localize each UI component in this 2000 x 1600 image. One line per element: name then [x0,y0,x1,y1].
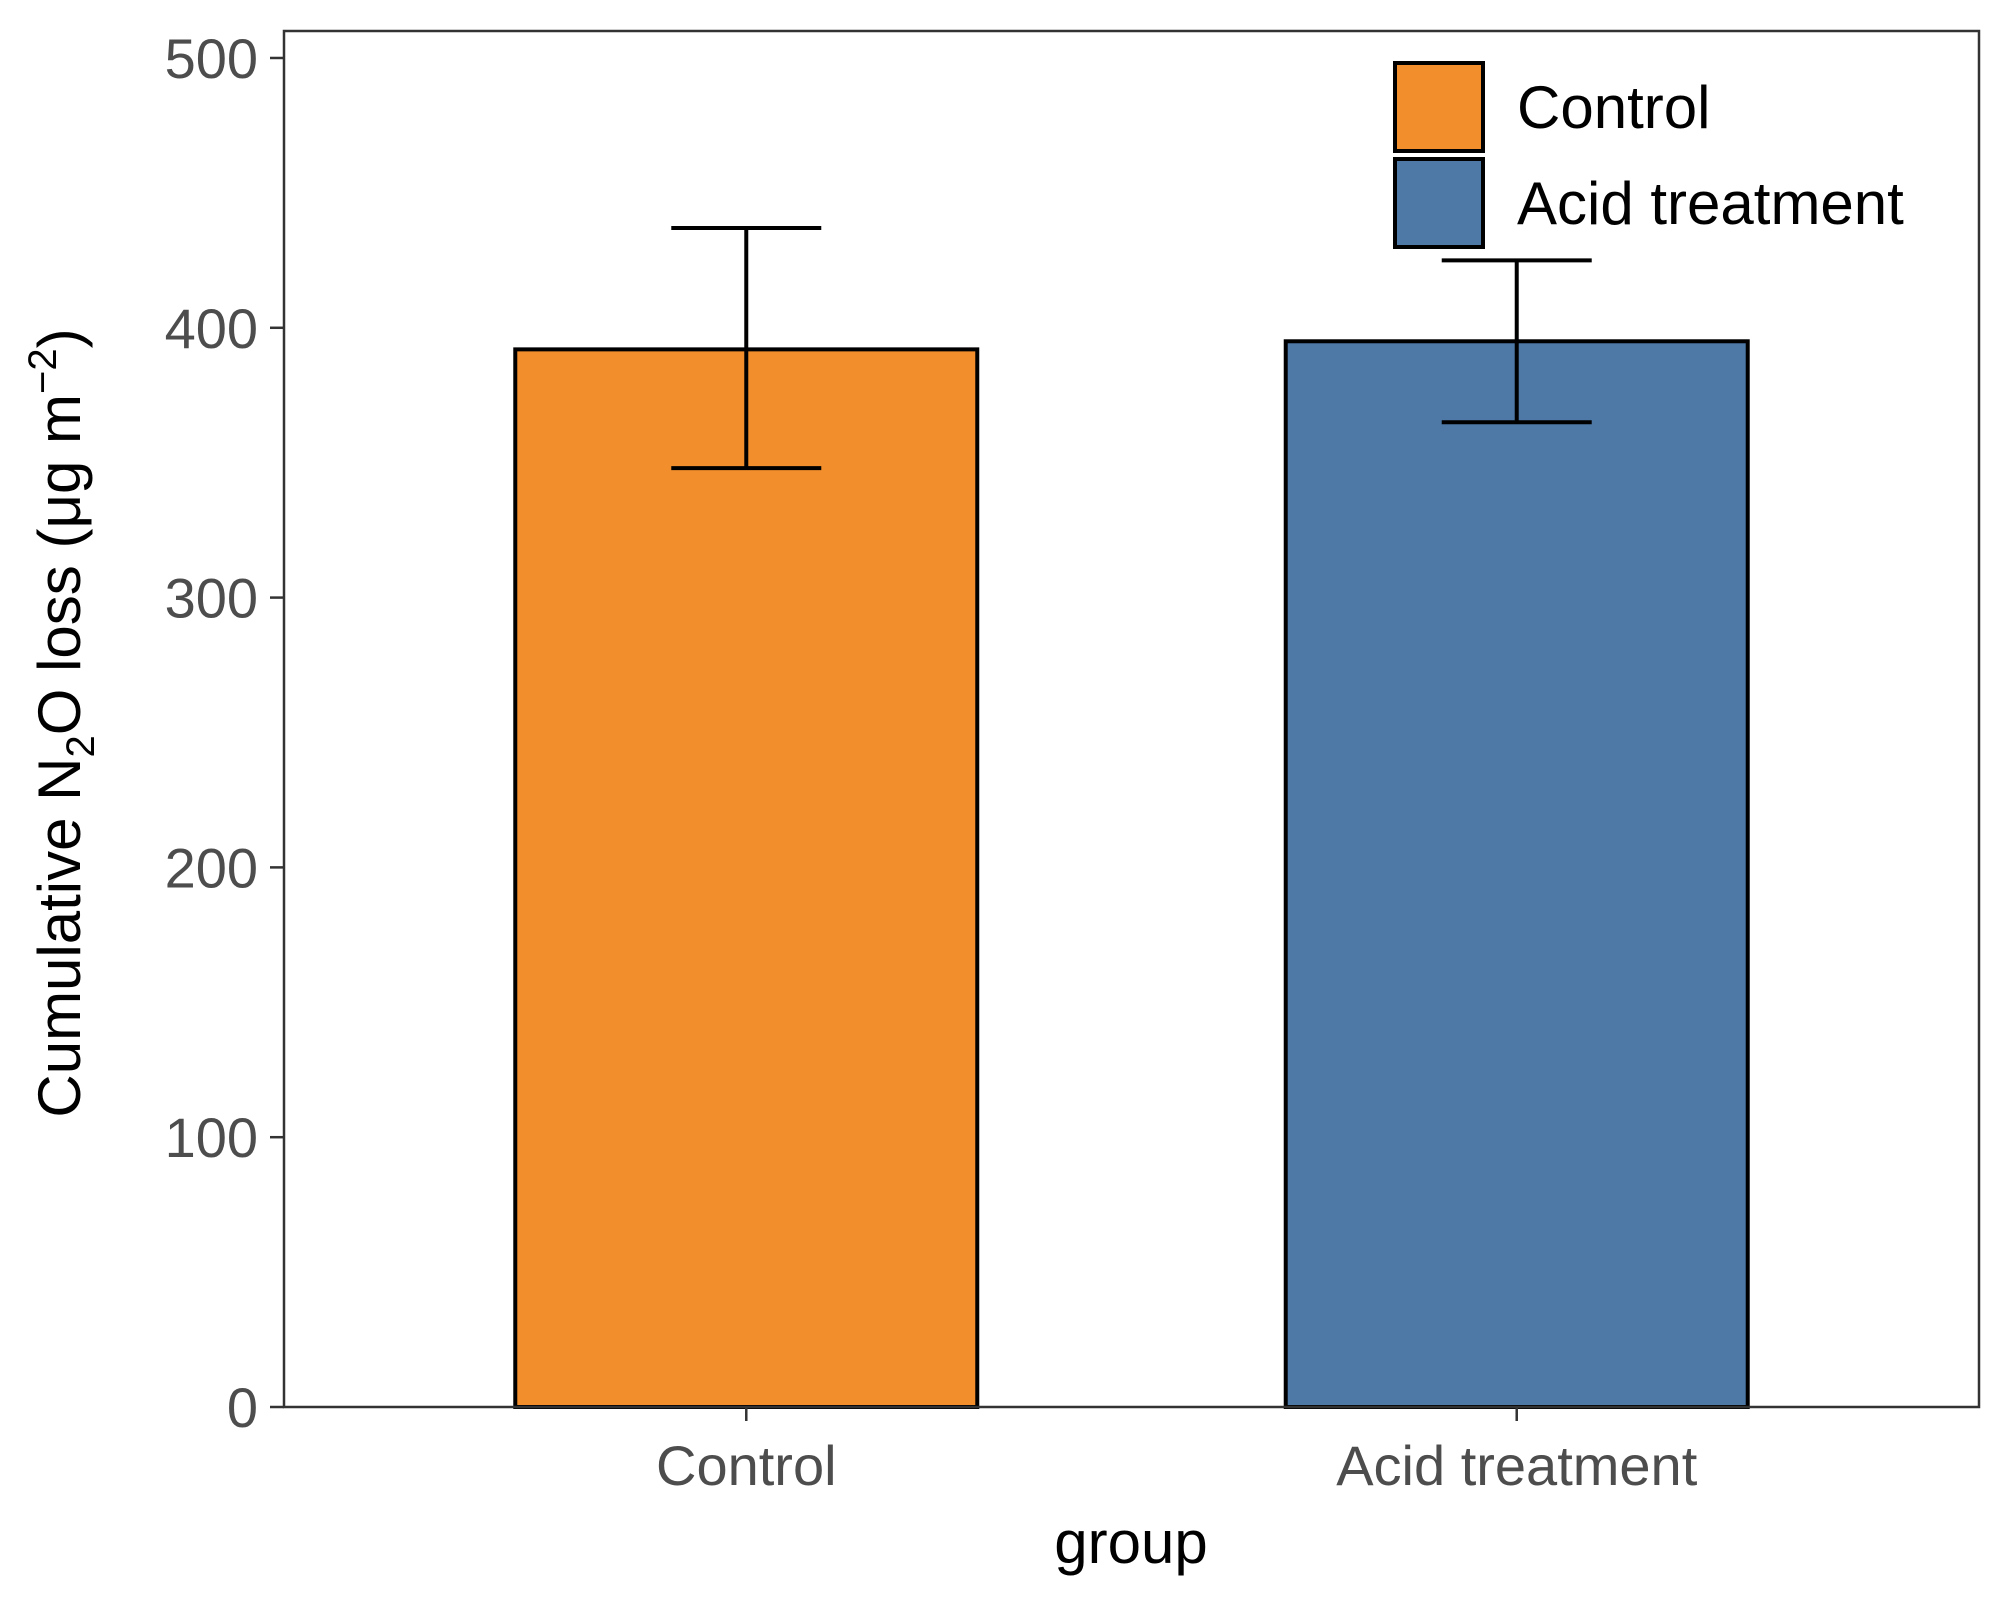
y-axis-title: Cumulative N2O loss (μg m−2) [21,328,103,1117]
x-tick-label: Control [656,1434,837,1497]
legend-key-acid-treatment [1393,157,1485,249]
y-tick-label: 200 [165,836,258,899]
y-axis-title-pre: Cumulative N [26,758,93,1118]
legend-label: Acid treatment [1517,170,1904,237]
legend-key-control [1393,61,1485,153]
chart-marks: 0 100 200 300 400 500 Control Acid treatment [165,27,1750,1497]
legend: Control Acid treatment [1393,61,1904,249]
y-axis-title-sup: −2 [21,348,65,394]
y-tick-label: 100 [165,1106,258,1169]
y-tick-label: 0 [227,1376,258,1439]
x-axis-title: group [1054,1509,1207,1576]
x-tick-label: Acid treatment [1336,1434,1697,1497]
y-tick-label: 400 [165,297,258,360]
bar-control [513,347,980,1409]
y-axis-title-post: ) [26,328,93,348]
bar-acid-treatment [1283,339,1750,1409]
y-axis-title-mid: O loss (μg m [26,394,93,735]
y-axis-title-sub: 2 [59,735,103,757]
legend-label: Control [1517,74,1710,141]
panel-border [282,29,1981,1409]
y-tick-label: 500 [165,27,258,90]
y-tick-label: 300 [165,567,258,630]
